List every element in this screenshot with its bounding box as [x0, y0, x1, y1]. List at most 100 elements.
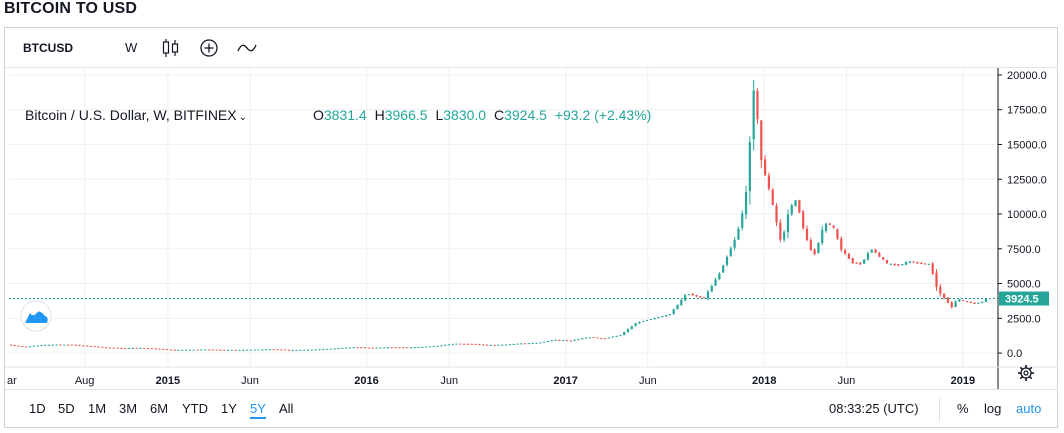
x-tick-label: 2016 — [354, 375, 378, 387]
candle-body — [840, 238, 843, 250]
candle-body — [946, 297, 950, 303]
candle-body — [345, 347, 348, 349]
add-indicator-icon[interactable] — [197, 36, 221, 60]
candle-body — [733, 239, 736, 248]
settings-gear-icon[interactable] — [1018, 365, 1034, 381]
candle-body — [447, 344, 451, 346]
candle-body — [162, 348, 165, 350]
candle-body — [367, 347, 371, 349]
percent-toggle[interactable]: % — [957, 401, 969, 416]
candle-body — [89, 345, 92, 347]
candle-body — [981, 301, 984, 304]
candle-body — [13, 345, 16, 347]
candle-body — [923, 263, 927, 265]
candle-body — [310, 349, 313, 351]
candle-body — [440, 345, 443, 347]
candle-body — [493, 344, 496, 346]
y-tick-label: 5000.0 — [1007, 279, 1041, 291]
candle-body — [173, 349, 176, 351]
auto-toggle[interactable]: auto — [1016, 401, 1042, 416]
candle-body — [889, 263, 892, 265]
candle-body — [314, 349, 317, 351]
y-tick-label: 20000.0 — [1007, 70, 1047, 82]
candle-body — [211, 349, 214, 351]
candle-body — [527, 343, 531, 345]
candle-body — [356, 347, 359, 349]
candle-body — [699, 296, 702, 298]
candle-body — [687, 294, 691, 296]
candle-body — [558, 339, 561, 341]
range-button-1y[interactable]: 1Y — [221, 401, 237, 416]
candle-body — [672, 309, 675, 315]
candle-body — [390, 347, 393, 349]
candle-body — [74, 344, 77, 346]
candle-body — [638, 321, 641, 324]
candle-body — [664, 314, 668, 317]
candle-body — [154, 348, 157, 350]
price-tag: 3924.5 — [999, 291, 1049, 306]
candle-body — [413, 347, 416, 349]
symbol-selector[interactable]: BTCUSD — [23, 41, 73, 55]
candle-body — [375, 347, 378, 349]
candle-body — [744, 191, 748, 215]
candle-body — [21, 346, 24, 348]
candle-body — [150, 348, 153, 350]
candle-body — [512, 343, 515, 345]
candle-body — [520, 343, 523, 345]
candle-body — [645, 319, 649, 321]
candle-body — [562, 340, 565, 342]
price-chart[interactable]: 20000.0 17500.0 15000.0 12500.0 10000.0 7500.… — [5, 68, 1057, 389]
y-tick-label: 15000.0 — [1007, 139, 1047, 151]
candle-body — [729, 248, 732, 257]
candle-body — [463, 343, 466, 345]
candle-body — [626, 329, 630, 333]
range-button-1d[interactable]: 1D — [29, 401, 46, 416]
range-button-5d[interactable]: 5D — [58, 401, 75, 416]
candle-body — [684, 295, 687, 301]
candle-body — [386, 347, 390, 349]
price-axis: 20000.0 17500.0 15000.0 12500.0 10000.0 7500.… — [998, 70, 1047, 360]
range-button-ytd[interactable]: YTD — [182, 401, 208, 416]
x-tick-label: 2015 — [156, 375, 180, 387]
candle-body — [245, 349, 249, 351]
range-button-all[interactable]: All — [279, 401, 294, 416]
range-button-5y[interactable]: 5Y — [250, 401, 266, 419]
candle-body — [935, 272, 938, 287]
candle-body — [615, 335, 618, 337]
candle-body — [550, 340, 553, 342]
tradingview-logo-icon[interactable] — [20, 300, 52, 332]
candle-body — [569, 340, 572, 342]
interval-selector[interactable]: W — [125, 40, 138, 55]
chart-toolbar: BTCUSD W — [5, 28, 1057, 68]
candle-body — [611, 336, 614, 338]
candle-body — [855, 262, 858, 264]
candle-body — [623, 332, 626, 335]
chart-area[interactable]: 20000.0 17500.0 15000.0 12500.0 10000.0 7500.… — [5, 68, 1057, 394]
candles-icon[interactable] — [159, 36, 183, 60]
candle-body — [101, 346, 104, 348]
svg-text:3924.5: 3924.5 — [1005, 294, 1039, 306]
candle-body — [885, 260, 889, 264]
range-button-1m[interactable]: 1M — [88, 401, 107, 416]
candle-body — [108, 347, 112, 349]
x-tick-label: 2017 — [553, 375, 577, 387]
candle-body — [912, 261, 915, 263]
candle-body — [504, 344, 508, 346]
candle-body — [771, 189, 774, 206]
candle-body — [790, 205, 793, 215]
range-button-6m[interactable]: 6M — [150, 401, 169, 416]
candle-body — [459, 343, 462, 345]
candle-body — [169, 349, 172, 351]
range-button-3m[interactable]: 3M — [119, 401, 138, 416]
compare-icon[interactable] — [235, 36, 259, 60]
log-toggle[interactable]: log — [984, 401, 1002, 416]
candle-body — [25, 346, 28, 348]
candle-body — [398, 347, 401, 349]
candle-body — [878, 252, 881, 257]
candle-body — [36, 345, 39, 347]
candle-body — [276, 349, 279, 351]
candle-body — [32, 345, 35, 347]
candle-body — [691, 293, 694, 296]
candle-body — [55, 344, 58, 346]
legend-ohlc: O3831.4 H3966.5 L3830.0 C3924.5 +93.2 (+… — [313, 107, 651, 123]
